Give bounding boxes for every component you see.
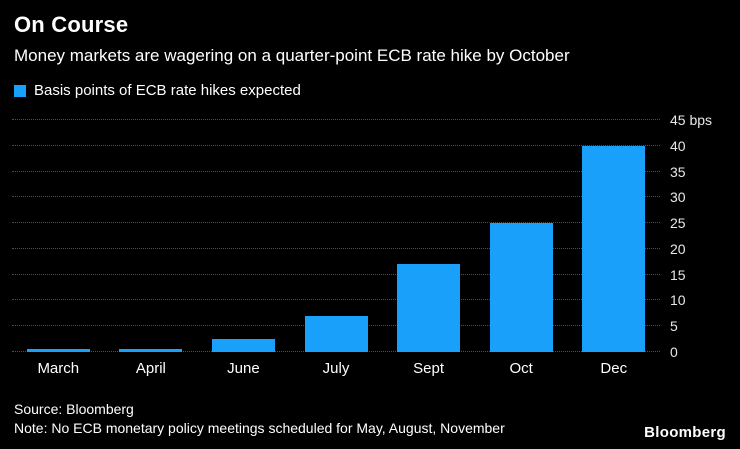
bar-sept xyxy=(397,264,461,352)
x-tick-label: April xyxy=(135,360,166,377)
note-text: Note: No ECB monetary policy meetings sc… xyxy=(14,420,505,436)
gridline xyxy=(12,119,660,120)
bar-slot xyxy=(12,120,105,352)
x-axis: March April June July Sept Oct Dec xyxy=(12,360,660,377)
legend-label: Basis points of ECB rate hikes expected xyxy=(34,82,301,99)
x-tick-label: July xyxy=(322,360,350,377)
bar-june xyxy=(211,339,275,352)
chart-subtitle: Money markets are wagering on a quarter-… xyxy=(14,46,570,65)
y-tick-label: 0 xyxy=(670,344,678,360)
bar-april xyxy=(119,349,183,352)
gridline xyxy=(12,222,660,224)
bar-slot xyxy=(105,120,198,352)
y-tick-label: 15 xyxy=(670,266,686,283)
bar-slot xyxy=(290,120,383,352)
bloomberg-logo: Bloomberg xyxy=(644,424,726,441)
chart-title: On Course xyxy=(14,12,129,37)
bar-march xyxy=(26,349,90,352)
bar-july xyxy=(304,315,368,352)
x-tick-label: Oct xyxy=(509,360,533,377)
plot-area xyxy=(12,119,660,352)
y-tick-label: 30 xyxy=(670,189,686,206)
gridline xyxy=(12,144,660,146)
gridline xyxy=(12,170,660,172)
bar-slot xyxy=(197,120,290,352)
x-tick-label: Sept xyxy=(413,360,445,377)
x-tick-label: June xyxy=(227,360,260,377)
x-tick-label: March xyxy=(37,360,80,377)
y-tick-label: 40 xyxy=(670,137,686,154)
bar-dec xyxy=(582,145,646,352)
bar-slot xyxy=(382,120,475,352)
bar-oct xyxy=(489,223,553,352)
gridline xyxy=(12,299,660,301)
source-text: Source: Bloomberg xyxy=(14,401,134,417)
gridline xyxy=(12,247,660,249)
y-tick-label: 35 xyxy=(670,163,686,180)
y-tick-label: 20 xyxy=(670,240,686,257)
y-tick-label: 10 xyxy=(670,292,686,309)
y-tick-label: 25 xyxy=(670,215,686,232)
y-tick-label: 45 bps xyxy=(670,112,713,128)
y-tick-label: 5 xyxy=(670,318,678,335)
y-axis: 0 5 10 15 20 25 30 35 40 45 bps xyxy=(666,113,732,359)
legend-swatch-icon xyxy=(14,84,26,97)
bar-slot xyxy=(567,120,660,352)
x-tick-label: Dec xyxy=(600,360,628,377)
legend: Basis points of ECB rate hikes expected xyxy=(14,82,301,99)
gridline xyxy=(12,273,660,275)
bar-slot xyxy=(475,120,568,352)
bars-layer xyxy=(12,120,660,352)
gridline xyxy=(12,196,660,198)
